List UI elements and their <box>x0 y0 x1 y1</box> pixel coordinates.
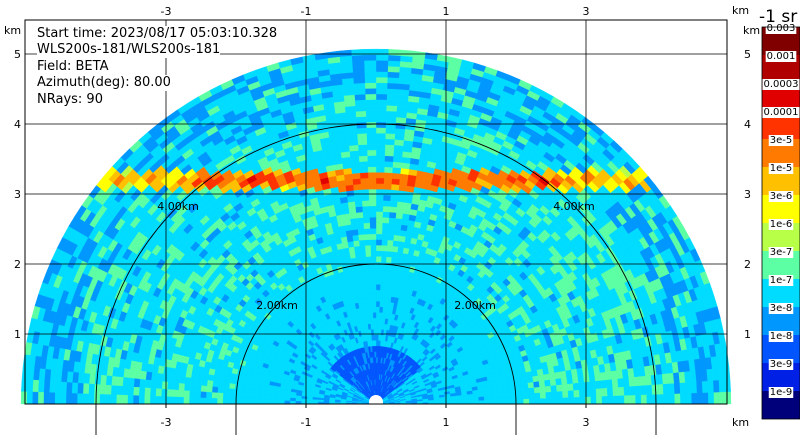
start-time-text: Start time: 2023/08/17 05:03:10.328 <box>37 26 278 42</box>
colorbar-unit: -1 sr <box>759 7 798 27</box>
y-tick-label-left: 1 <box>14 328 21 341</box>
colorbar-label: 3e-6 <box>770 191 793 202</box>
y-tick-label-right: 3 <box>744 188 751 201</box>
y-tick-label-left: 2 <box>14 258 21 271</box>
colorbar-label-bg <box>762 107 800 118</box>
y-tick-label-left: 3 <box>14 188 21 201</box>
backscatter-field <box>20 48 732 405</box>
colorbar-label: 0.0001 <box>764 107 799 118</box>
y-axis-unit-left: km <box>4 24 21 37</box>
colorbar-label: 1e-6 <box>770 219 793 230</box>
azimuth-text: Azimuth(deg): 80.00 <box>37 75 171 91</box>
y-tick-label-right: 4 <box>744 118 751 131</box>
colorbar-label-bg <box>768 247 794 258</box>
x-axis-unit-top: km <box>732 4 749 17</box>
x-tick-label-top: 3 <box>583 5 590 18</box>
colorbar-label: 0.0003 <box>764 79 799 90</box>
colorbar-label: 3e-5 <box>770 135 793 146</box>
colorbar-label-bg <box>762 79 800 90</box>
y-tick-label-right: 1 <box>744 328 751 341</box>
colorbar-label-bg <box>768 359 794 370</box>
colorbar-label-bg <box>768 219 794 230</box>
colorbar-label: 1e-5 <box>770 163 793 174</box>
colorbar-label-bg <box>768 135 794 146</box>
range-ring-label: 2.00km <box>454 299 496 312</box>
range-ring-label: 4.00km <box>553 200 595 213</box>
range-ring <box>95 123 657 405</box>
colorbar-label: 1e-8 <box>770 331 793 342</box>
x-tick-label-top: -3 <box>161 5 172 18</box>
range-ring-label: 4.00km <box>157 200 199 213</box>
colorbar-label-bg <box>768 331 794 342</box>
colorbar-label: 0.003 <box>767 23 796 34</box>
colorbar-label-bg <box>768 163 794 174</box>
x-tick-label-top: 1 <box>443 5 450 18</box>
colorbar-label-bg <box>765 51 797 62</box>
x-tick-label-bottom: -3 <box>161 416 172 429</box>
y-tick-label-right: 5 <box>744 48 751 61</box>
y-tick-label-left: 5 <box>14 48 21 61</box>
colorbar-label: 3e-9 <box>770 359 793 370</box>
x-tick-label-bottom: 3 <box>583 416 590 429</box>
x-tick-label-bottom: -1 <box>301 416 312 429</box>
colorbar-label-bg <box>768 191 794 202</box>
colorbar-label-bg <box>768 303 794 314</box>
range-ring-label: 2.00km <box>256 299 298 312</box>
field-text: Field: BETA <box>37 59 109 75</box>
x-tick-label-bottom: 1 <box>443 416 450 429</box>
y-tick-label-left: 4 <box>14 118 21 131</box>
colorbar-label: 1e-7 <box>770 275 793 286</box>
colorbar-frame <box>761 26 800 420</box>
colorbar-label: 3e-8 <box>770 303 793 314</box>
colorbar-label: 3e-7 <box>770 247 793 258</box>
range-ring <box>235 263 517 405</box>
colorbar-label-bg <box>768 387 794 398</box>
station-text: WLS200s-181/WLS200s-181 <box>37 42 221 58</box>
colorbar-label-bg <box>765 23 797 34</box>
plot-frame <box>24 19 728 405</box>
colorbar: 0.003 0.001 0.0003 0.0001 3e-5 1e-5 3e-6 1e-6 3e… <box>761 23 800 420</box>
y-tick-label-right: 2 <box>744 258 751 271</box>
x-tick-label-top: -1 <box>301 5 312 18</box>
scanner-origin <box>369 395 383 409</box>
y-axis-unit-right: km <box>743 24 760 37</box>
colorbar-label: 1e-9 <box>770 387 793 398</box>
colorbar-label-bg <box>768 275 794 286</box>
x-axis-unit-bottom: km <box>732 416 749 429</box>
nrays-text: NRays: 90 <box>37 92 103 108</box>
colorbar-label: 0.001 <box>767 51 796 62</box>
